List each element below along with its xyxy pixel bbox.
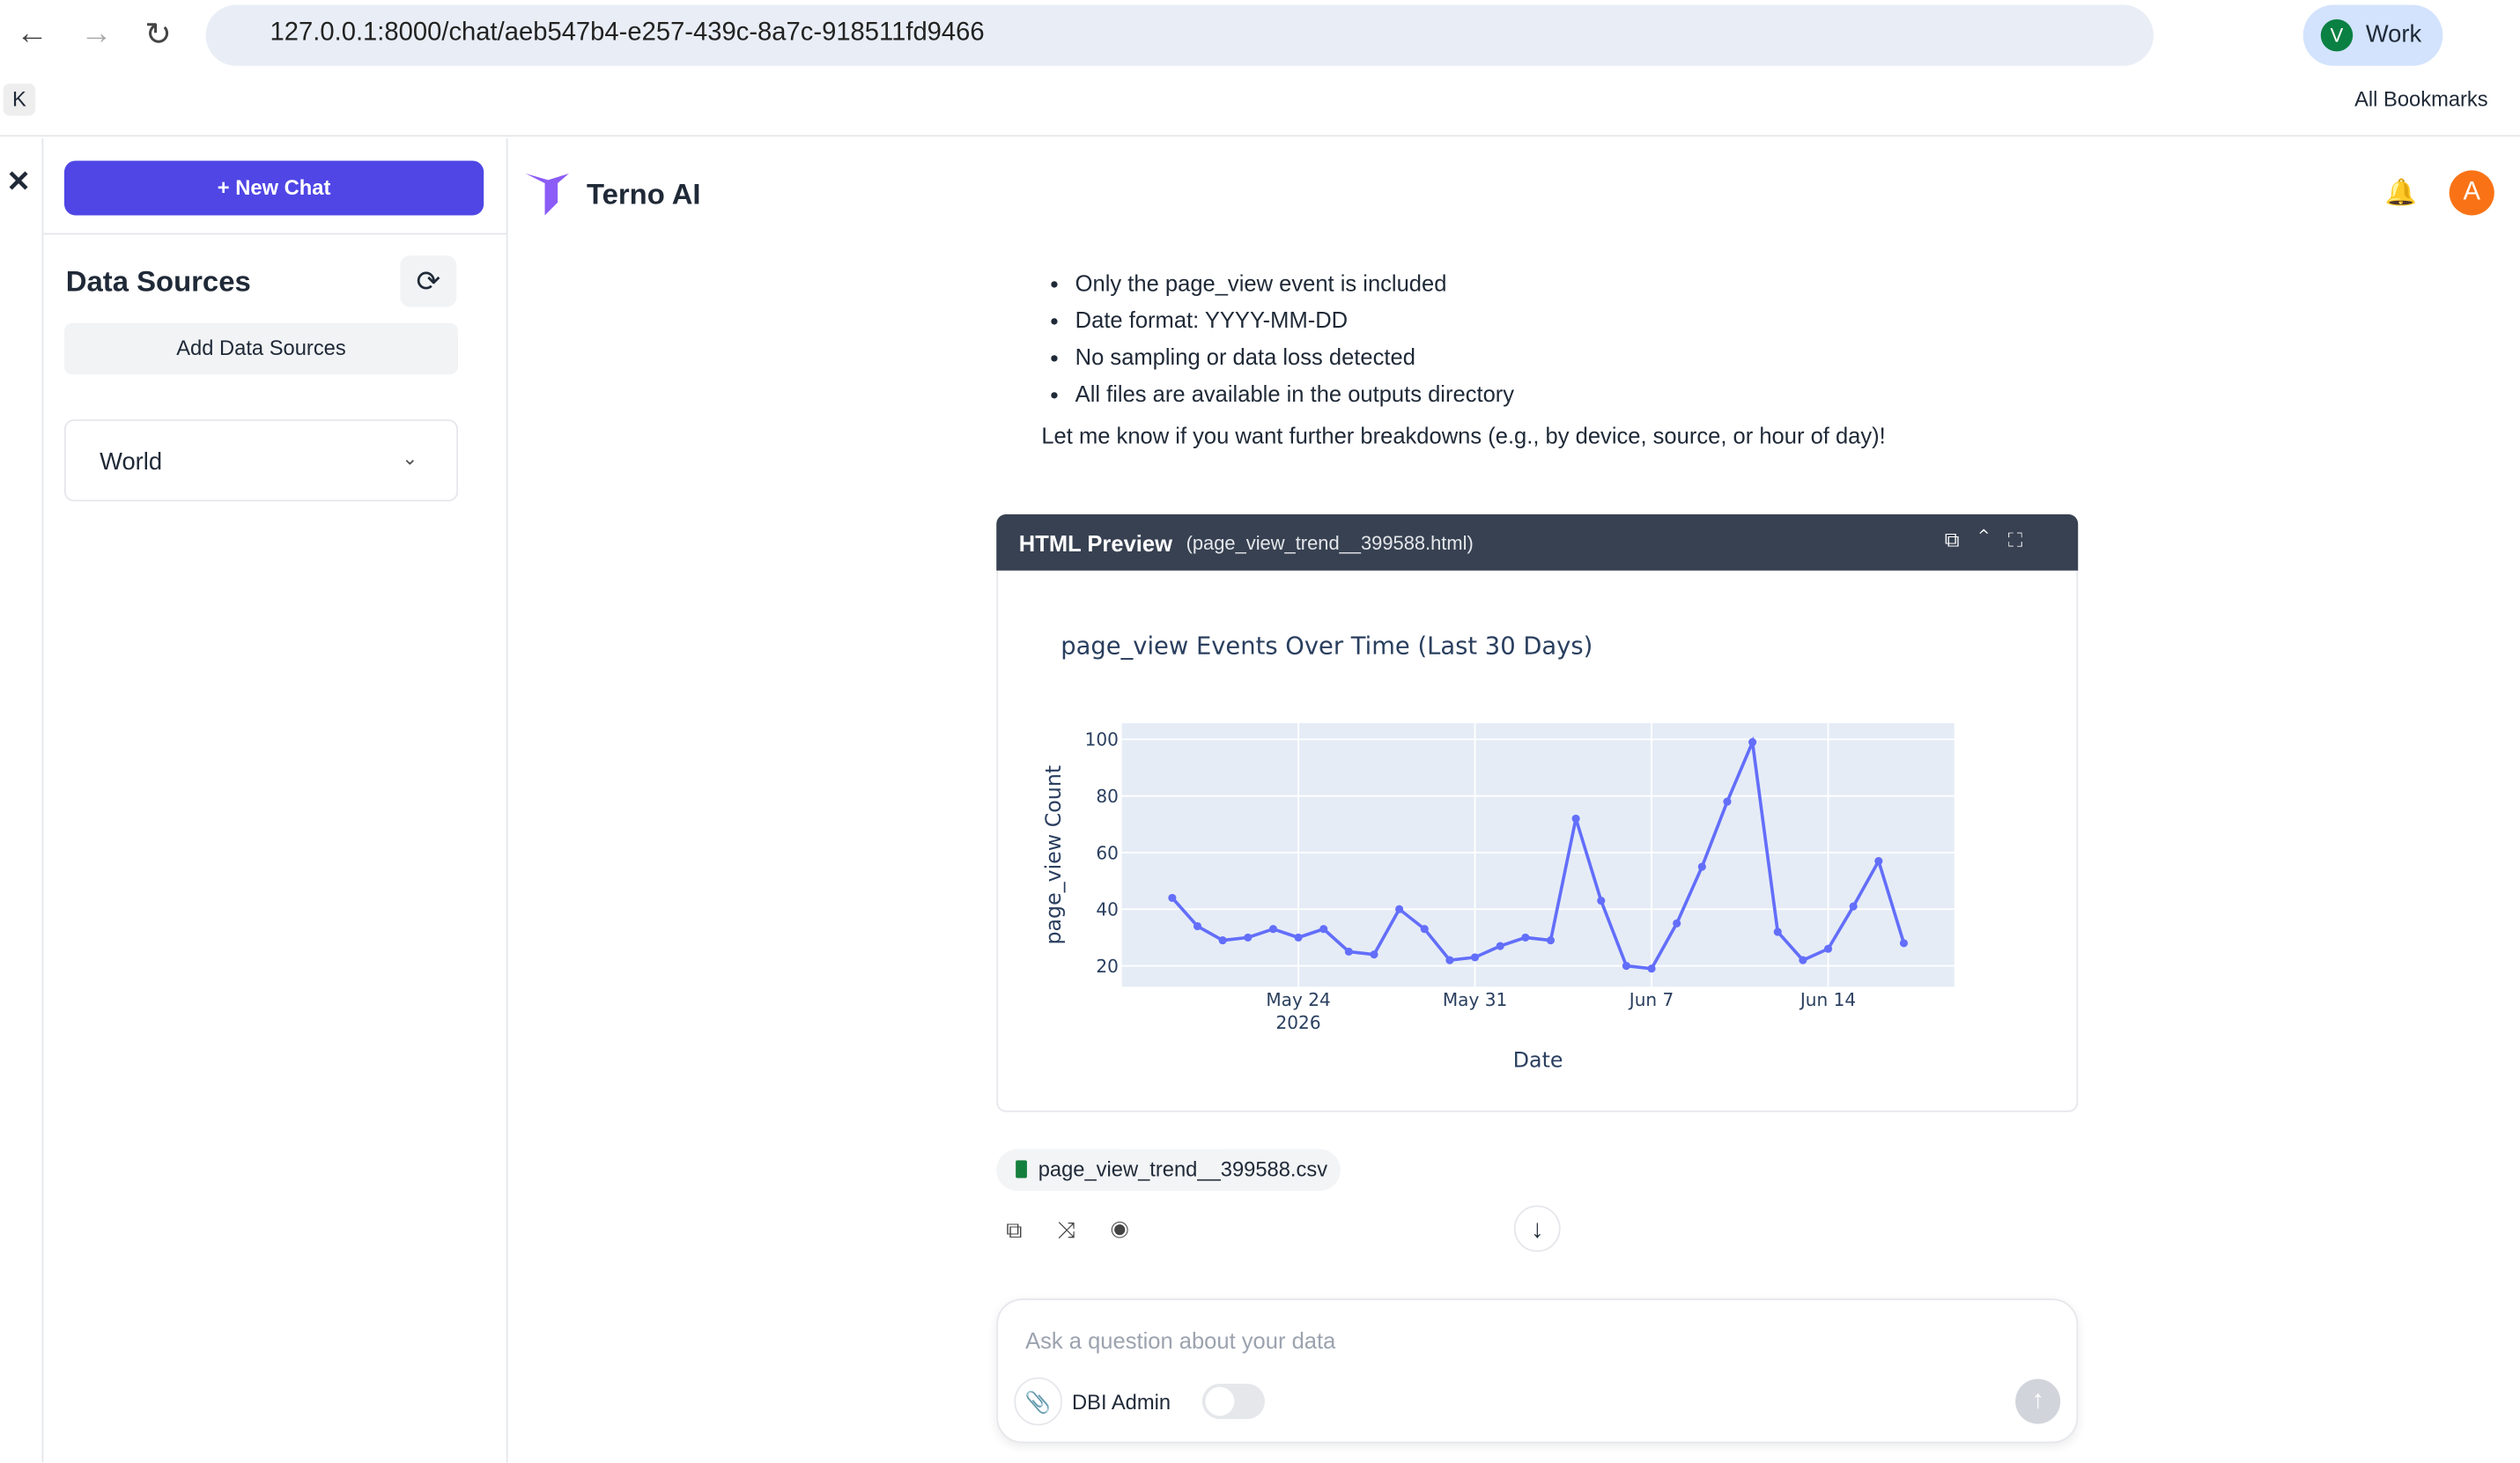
send[interactable]: ↑ bbox=[2015, 1378, 2061, 1424]
brand: Terno AI bbox=[586, 178, 701, 211]
point bbox=[1723, 797, 1732, 806]
point bbox=[1673, 919, 1681, 927]
x-tick-year: 2026 bbox=[1276, 1012, 1321, 1033]
preview-header bbox=[996, 514, 2079, 571]
chevron: ⌄ bbox=[402, 447, 418, 469]
csv-icon bbox=[1016, 1160, 1027, 1179]
x-tick-label: May 24 bbox=[1266, 989, 1330, 1010]
chart-title: page_view Events Over Time (Last 30 Days… bbox=[1060, 633, 1593, 661]
url: 127.0.0.1:8000/chat/aeb547b4-e257-439c-8… bbox=[270, 18, 985, 47]
point bbox=[1294, 933, 1303, 942]
plus: + bbox=[217, 174, 236, 200]
bullet: Only the page_view event is included bbox=[1075, 265, 1514, 302]
preview-title: HTML Preview bbox=[1018, 530, 1172, 557]
y-tick-label: 40 bbox=[1096, 899, 1119, 920]
scroll-down[interactable]: ↓ bbox=[1513, 1205, 1561, 1252]
x-tick-label: May 31 bbox=[1443, 989, 1507, 1010]
x-tick-label: Jun 14 bbox=[1799, 989, 1856, 1010]
preview-actions[interactable]: ⧉⌃⛶ bbox=[1944, 527, 2043, 551]
bookmark[interactable]: K bbox=[3, 83, 36, 116]
point bbox=[1268, 925, 1277, 934]
new-chat[interactable]: + New Chat bbox=[63, 160, 484, 216]
toggle-label: DBI Admin bbox=[1072, 1390, 1171, 1415]
close[interactable]: ✕ bbox=[6, 165, 31, 198]
point bbox=[1395, 905, 1404, 913]
y-tick-label: 20 bbox=[1096, 956, 1119, 977]
line bbox=[1171, 735, 1906, 971]
input-box bbox=[996, 1298, 2079, 1444]
refresh[interactable]: ⟳ bbox=[400, 255, 457, 307]
x-tick-label: Jun 7 bbox=[1628, 989, 1674, 1010]
bullet: All files are available in the outputs d… bbox=[1075, 376, 1514, 413]
point bbox=[1773, 927, 1782, 936]
y-tick-label: 80 bbox=[1096, 786, 1119, 807]
y-axis-label: page_view Count bbox=[1041, 765, 1066, 945]
point bbox=[1218, 936, 1227, 945]
toggle-knob bbox=[1205, 1386, 1235, 1416]
point bbox=[1622, 961, 1630, 971]
attach[interactable]: 📎 bbox=[1014, 1377, 1063, 1426]
point bbox=[1420, 925, 1429, 934]
point bbox=[1521, 933, 1530, 942]
point bbox=[1597, 897, 1606, 905]
avatar[interactable]: A bbox=[2449, 170, 2494, 216]
message-actions[interactable]: ⧉⤨◉ bbox=[1006, 1216, 1164, 1243]
point bbox=[1647, 964, 1656, 973]
bullet: Date format: YYYY-MM-DD bbox=[1075, 302, 1514, 339]
y-tick-label: 100 bbox=[1085, 729, 1119, 750]
back[interactable]: ← bbox=[16, 16, 48, 52]
bullet: No sampling or data loss detected bbox=[1075, 339, 1514, 376]
address-bar[interactable] bbox=[205, 4, 2154, 66]
bell[interactable]: 🔔 bbox=[2384, 180, 2418, 208]
forward[interactable]: → bbox=[80, 16, 113, 52]
point bbox=[1496, 942, 1504, 950]
sidebar bbox=[43, 137, 508, 1463]
y-tick-label: 60 bbox=[1096, 842, 1119, 863]
source-name: World bbox=[100, 448, 163, 477]
point bbox=[1319, 925, 1328, 934]
x-axis-label: Date bbox=[1513, 1048, 1563, 1073]
chart: page_view Events Over Time (Last 30 Days… bbox=[1041, 633, 1955, 1073]
point bbox=[1823, 944, 1833, 953]
point bbox=[1697, 862, 1706, 871]
icon-strip bbox=[0, 137, 44, 1463]
new-chat-label: New Chat bbox=[235, 174, 331, 200]
divider bbox=[43, 233, 508, 235]
attachment-chip[interactable] bbox=[996, 1149, 1341, 1192]
point bbox=[1849, 902, 1858, 911]
plot-area bbox=[1121, 723, 1955, 987]
attachment: page_view_trend__399588.csv bbox=[1038, 1156, 1328, 1182]
profile-name: Work bbox=[2365, 20, 2422, 48]
point bbox=[1445, 956, 1454, 964]
point bbox=[1244, 933, 1253, 942]
all-bookmarks[interactable]: All Bookmarks bbox=[2354, 86, 2488, 111]
bullet-list: Only the page_view event is included Dat… bbox=[1013, 265, 1514, 413]
point bbox=[1370, 950, 1378, 959]
point bbox=[1571, 814, 1580, 823]
point bbox=[1874, 857, 1883, 866]
source-select[interactable] bbox=[63, 419, 459, 502]
point bbox=[1470, 953, 1480, 962]
point bbox=[1899, 939, 1909, 948]
data-sources-title: Data Sources bbox=[65, 265, 251, 298]
closing: Let me know if you want further breakdow… bbox=[1041, 422, 1886, 449]
point bbox=[1799, 956, 1807, 964]
preview-file: (page_view_trend__399588.html) bbox=[1186, 531, 1474, 555]
add-data-sources[interactable]: Add Data Sources bbox=[63, 322, 459, 375]
input-placeholder[interactable]: Ask a question about your data bbox=[1025, 1327, 1336, 1354]
point bbox=[1344, 947, 1353, 957]
point bbox=[1193, 921, 1202, 931]
point bbox=[1546, 936, 1556, 945]
profile-initial: V bbox=[2320, 18, 2354, 52]
reload[interactable]: ↻ bbox=[144, 18, 172, 54]
point bbox=[1168, 893, 1177, 902]
logo bbox=[525, 174, 569, 216]
point bbox=[1748, 738, 1757, 747]
